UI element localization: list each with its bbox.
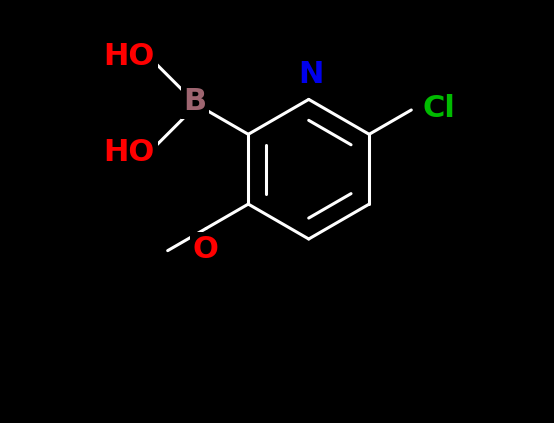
Text: O: O xyxy=(192,235,218,264)
Text: HO: HO xyxy=(104,138,155,167)
Text: B: B xyxy=(183,87,207,116)
Text: Cl: Cl xyxy=(422,94,455,123)
Text: N: N xyxy=(298,60,324,89)
Text: HO: HO xyxy=(104,42,155,71)
